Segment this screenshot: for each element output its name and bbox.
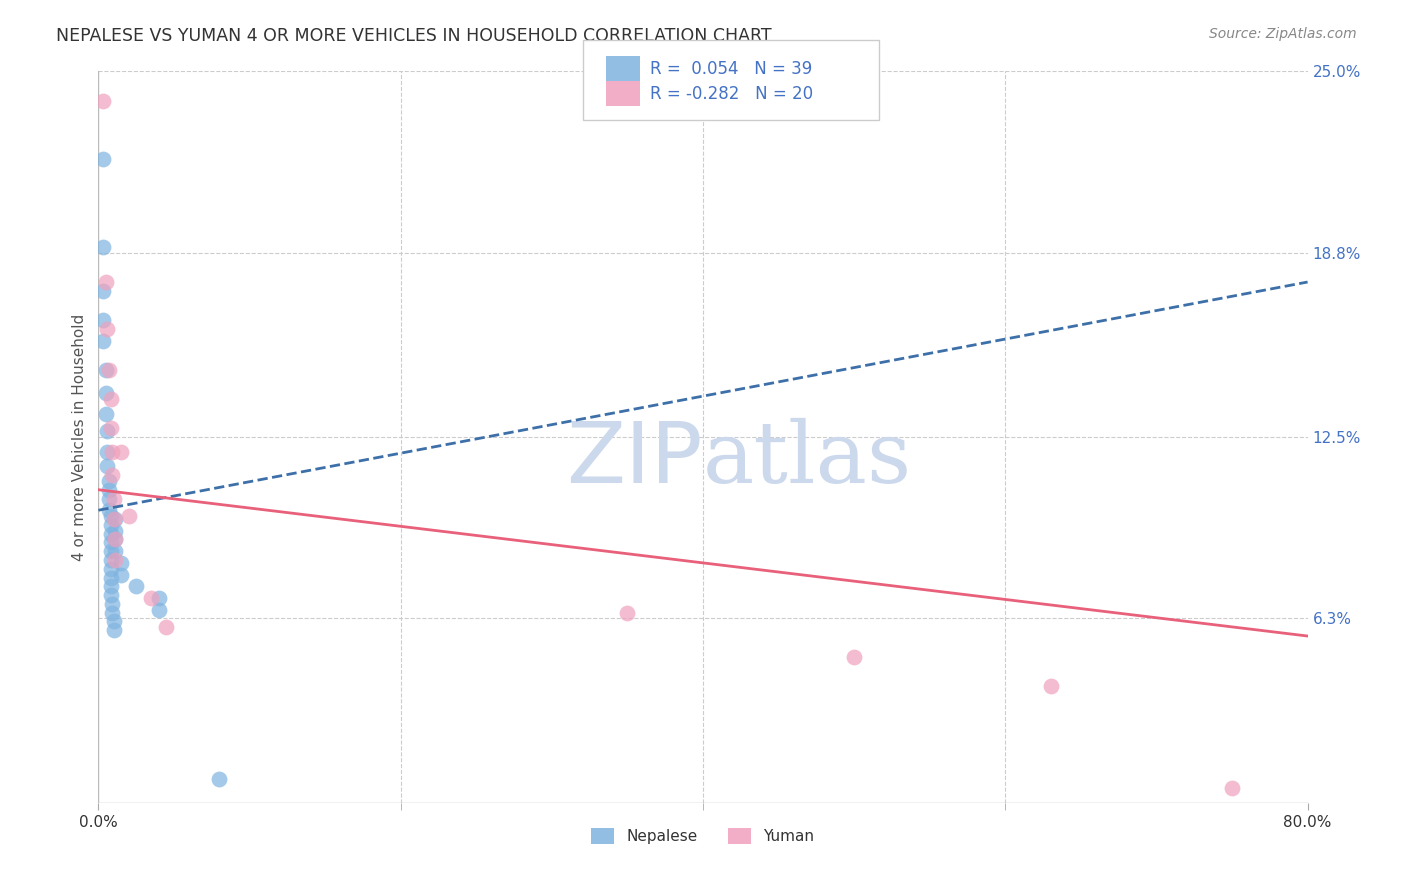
Point xyxy=(110,567,132,582)
Point xyxy=(96,424,118,438)
Point xyxy=(98,474,121,488)
Point xyxy=(110,556,132,570)
Legend: Nepalese, Yuman: Nepalese, Yuman xyxy=(585,822,821,850)
Point xyxy=(100,588,122,602)
Point xyxy=(100,509,122,524)
Point xyxy=(96,322,118,336)
Point xyxy=(101,606,124,620)
Point xyxy=(91,313,114,327)
Point xyxy=(104,524,127,538)
Point xyxy=(1220,781,1243,796)
Point xyxy=(94,363,117,377)
Point xyxy=(141,591,163,605)
Point xyxy=(616,606,638,620)
Point xyxy=(100,526,122,541)
Point xyxy=(100,570,122,584)
Point xyxy=(98,491,121,506)
Point xyxy=(91,240,114,254)
Point xyxy=(91,94,114,108)
Text: R = -0.282   N = 20: R = -0.282 N = 20 xyxy=(650,85,813,103)
Point xyxy=(110,444,132,458)
Point xyxy=(155,620,177,634)
Point xyxy=(844,649,866,664)
Point xyxy=(94,386,117,401)
Point xyxy=(125,579,148,593)
Point xyxy=(91,152,114,166)
Point xyxy=(96,444,118,458)
Point xyxy=(94,407,117,421)
Point xyxy=(118,509,141,524)
Point xyxy=(101,597,124,611)
Point xyxy=(1039,679,1062,693)
Point xyxy=(100,421,122,435)
Point xyxy=(91,334,114,348)
Point xyxy=(100,535,122,549)
Point xyxy=(104,533,127,547)
Text: atlas: atlas xyxy=(703,417,912,500)
Point xyxy=(100,517,122,532)
Point xyxy=(104,533,127,547)
Point xyxy=(103,623,125,637)
Point xyxy=(101,444,124,458)
Point xyxy=(148,591,170,605)
Point xyxy=(100,562,122,576)
Text: NEPALESE VS YUMAN 4 OR MORE VEHICLES IN HOUSEHOLD CORRELATION CHART: NEPALESE VS YUMAN 4 OR MORE VEHICLES IN … xyxy=(56,27,772,45)
Point xyxy=(100,392,122,406)
Text: ZIP: ZIP xyxy=(567,417,703,500)
Point xyxy=(94,275,117,289)
Point xyxy=(100,553,122,567)
Point xyxy=(104,512,127,526)
Point xyxy=(98,483,121,497)
Point xyxy=(100,544,122,558)
Point xyxy=(103,491,125,506)
Point xyxy=(100,579,122,593)
Point xyxy=(104,553,127,567)
Point xyxy=(98,363,121,377)
Point xyxy=(148,603,170,617)
Point xyxy=(98,503,121,517)
Point xyxy=(96,459,118,474)
Point xyxy=(104,544,127,558)
Point xyxy=(103,615,125,629)
Text: Source: ZipAtlas.com: Source: ZipAtlas.com xyxy=(1209,27,1357,41)
Point xyxy=(103,512,125,526)
Point xyxy=(91,284,114,298)
Point xyxy=(101,468,124,483)
Text: R =  0.054   N = 39: R = 0.054 N = 39 xyxy=(650,60,811,78)
Point xyxy=(208,772,231,787)
Y-axis label: 4 or more Vehicles in Household: 4 or more Vehicles in Household xyxy=(72,313,87,561)
